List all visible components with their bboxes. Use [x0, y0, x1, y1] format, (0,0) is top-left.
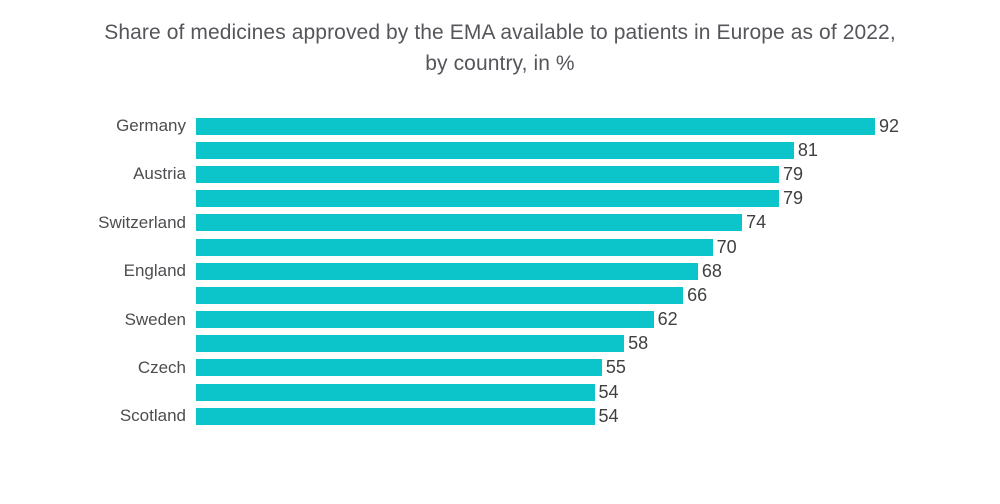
bar-row: 81 [0, 138, 1000, 162]
bar [196, 117, 875, 135]
chart-title-line1: Share of medicines approved by the EMA a… [104, 21, 896, 44]
bar [196, 214, 743, 232]
bar-area: 55 [196, 357, 1000, 378]
bar-area: 62 [196, 309, 1000, 330]
value-label: 58 [628, 333, 649, 354]
bar-row: Sweden 62 [0, 308, 1000, 332]
bar-chart: Germany 92 81 Austria 79 79 Switzerland 74 70 Eng… [0, 114, 1000, 428]
country-label: Germany [116, 116, 186, 136]
bar-row: Germany 92 [0, 114, 1000, 138]
value-label: 74 [746, 212, 767, 233]
bar [196, 407, 595, 425]
bar-area: 92 [196, 115, 1000, 136]
bar-row: Austria 79 [0, 162, 1000, 186]
bar [196, 335, 625, 353]
bar [196, 190, 780, 208]
bar-area: 68 [196, 260, 1000, 281]
bar-area: 54 [196, 405, 1000, 426]
bar [196, 238, 713, 256]
country-label: England [123, 261, 186, 281]
bar [196, 359, 602, 377]
bar-row: Czech 55 [0, 356, 1000, 380]
bar-area: 74 [196, 212, 1000, 233]
bar-area: 81 [196, 139, 1000, 160]
value-label: 70 [716, 236, 737, 257]
bar-row: 66 [0, 283, 1000, 307]
bar-area: 70 [196, 236, 1000, 257]
bar-row: 79 [0, 187, 1000, 211]
chart-title-line2: by country, in % [425, 52, 575, 75]
country-label: Czech [137, 357, 186, 377]
country-label: Scotland [119, 406, 186, 426]
bar-area: 58 [196, 333, 1000, 354]
value-label: 79 [783, 163, 804, 184]
country-label: Sweden [124, 309, 186, 329]
value-label: 62 [657, 309, 678, 330]
value-label: 92 [879, 115, 900, 136]
country-label: Switzerland [98, 212, 186, 232]
bar [196, 141, 794, 159]
bar-row: 70 [0, 235, 1000, 259]
bar [196, 165, 780, 183]
value-label: 54 [598, 381, 619, 402]
bar [196, 262, 698, 280]
country-label: Austria [133, 164, 186, 184]
value-label: 54 [598, 405, 619, 426]
value-label: 68 [701, 260, 722, 281]
value-label: 66 [687, 284, 708, 305]
bar-area: 66 [196, 284, 1000, 305]
bar-row: Switzerland 74 [0, 211, 1000, 235]
bar-row: 54 [0, 380, 1000, 404]
bar [196, 383, 595, 401]
value-label: 79 [783, 188, 804, 209]
value-label: 81 [797, 139, 818, 160]
bar-row: 58 [0, 332, 1000, 356]
bar-row: Scotland 54 [0, 404, 1000, 428]
bar-row: England 68 [0, 259, 1000, 283]
bar-area: 54 [196, 381, 1000, 402]
bar-area: 79 [196, 163, 1000, 184]
bar-area: 79 [196, 188, 1000, 209]
bar [196, 311, 654, 329]
chart-title: Share of medicines approved by the EMA a… [0, 0, 1000, 79]
value-label: 55 [605, 357, 626, 378]
bar [196, 286, 684, 304]
